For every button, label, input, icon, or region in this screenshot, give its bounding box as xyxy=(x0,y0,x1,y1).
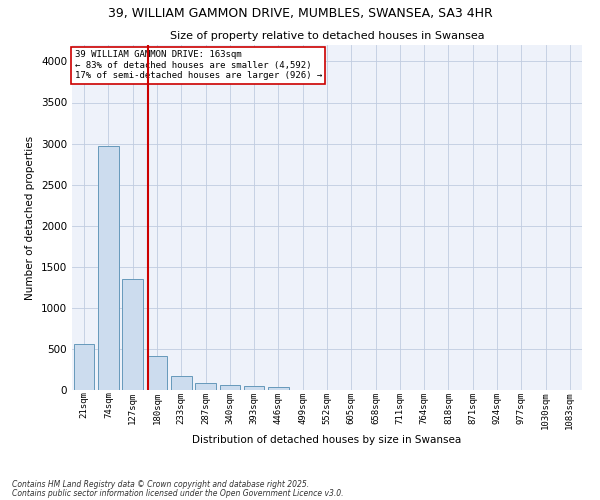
Y-axis label: Number of detached properties: Number of detached properties xyxy=(25,136,35,300)
Text: 39, WILLIAM GAMMON DRIVE, MUMBLES, SWANSEA, SA3 4HR: 39, WILLIAM GAMMON DRIVE, MUMBLES, SWANS… xyxy=(107,8,493,20)
Bar xyxy=(220,385,240,390)
Bar xyxy=(195,382,216,390)
Bar xyxy=(244,386,265,390)
Bar xyxy=(122,279,143,390)
Title: Size of property relative to detached houses in Swansea: Size of property relative to detached ho… xyxy=(170,32,484,42)
Bar xyxy=(171,376,191,390)
Bar xyxy=(74,344,94,390)
Text: 39 WILLIAM GAMMON DRIVE: 163sqm
← 83% of detached houses are smaller (4,592)
17%: 39 WILLIAM GAMMON DRIVE: 163sqm ← 83% of… xyxy=(74,50,322,80)
Text: Contains public sector information licensed under the Open Government Licence v3: Contains public sector information licen… xyxy=(12,488,343,498)
Bar xyxy=(146,356,167,390)
Bar xyxy=(268,387,289,390)
X-axis label: Distribution of detached houses by size in Swansea: Distribution of detached houses by size … xyxy=(193,434,461,444)
Bar xyxy=(98,146,119,390)
Text: Contains HM Land Registry data © Crown copyright and database right 2025.: Contains HM Land Registry data © Crown c… xyxy=(12,480,309,489)
